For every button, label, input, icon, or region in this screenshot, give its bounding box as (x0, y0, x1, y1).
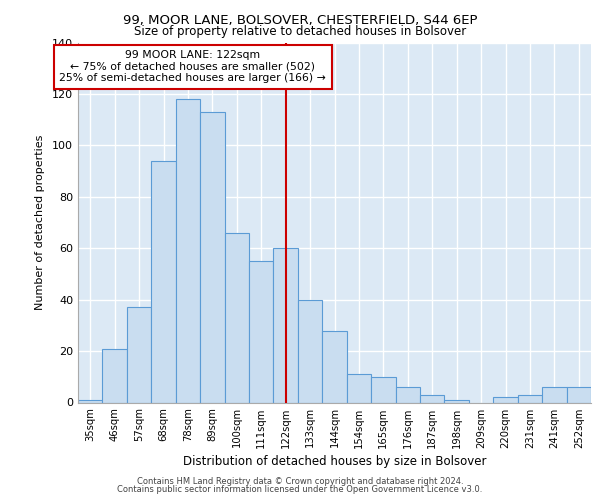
Bar (127, 308, 151, 402)
Bar (224, 233, 249, 402)
Text: Contains HM Land Registry data © Crown copyright and database right 2024.: Contains HM Land Registry data © Crown c… (137, 477, 463, 486)
Bar (542, 387, 566, 402)
Y-axis label: Number of detached properties: Number of detached properties (35, 135, 45, 310)
Bar (347, 374, 371, 402)
Bar (395, 387, 420, 402)
Text: Contains public sector information licensed under the Open Government Licence v3: Contains public sector information licen… (118, 485, 482, 494)
Bar (322, 330, 347, 402)
Bar (200, 112, 224, 403)
Bar (445, 400, 469, 402)
Bar (420, 395, 445, 402)
Bar (249, 261, 274, 402)
Bar (518, 395, 542, 402)
Bar (151, 161, 176, 402)
Bar (566, 387, 591, 402)
Bar (371, 377, 395, 402)
Bar (176, 99, 200, 402)
Text: 99, MOOR LANE, BOLSOVER, CHESTERFIELD, S44 6EP: 99, MOOR LANE, BOLSOVER, CHESTERFIELD, S… (123, 14, 477, 27)
Bar (78, 400, 103, 402)
Bar (493, 398, 518, 402)
X-axis label: Distribution of detached houses by size in Bolsover: Distribution of detached houses by size … (183, 454, 486, 468)
Text: 99 MOOR LANE: 122sqm
← 75% of detached houses are smaller (502)
25% of semi-deta: 99 MOOR LANE: 122sqm ← 75% of detached h… (59, 50, 326, 84)
Bar (274, 248, 298, 402)
Bar (103, 348, 127, 403)
Text: Size of property relative to detached houses in Bolsover: Size of property relative to detached ho… (134, 25, 466, 38)
Bar (298, 300, 322, 403)
